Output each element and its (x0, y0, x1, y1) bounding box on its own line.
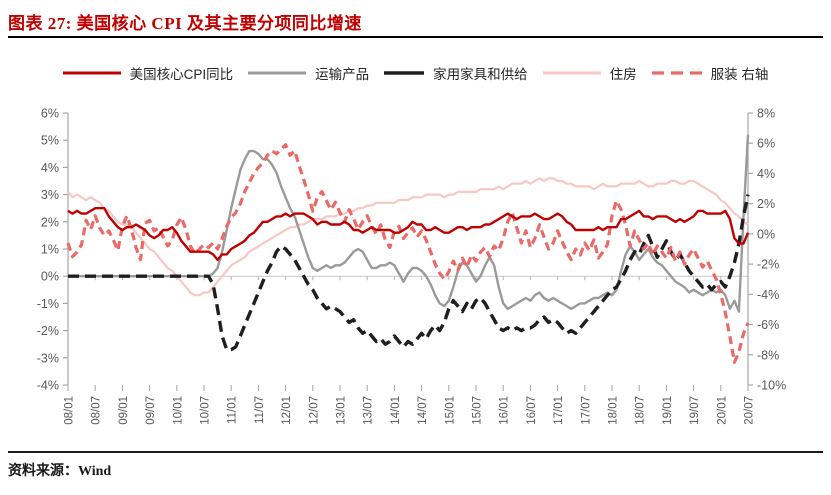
legend-item-3: 住房 (542, 63, 637, 83)
legend-label: 住房 (609, 67, 637, 82)
left-axis-tick-label: 0% (41, 270, 59, 284)
legend-item-0: 美国核心CPI同比 (62, 63, 234, 83)
legend-label: 运输产品 (315, 67, 370, 82)
data-source-note: 资料来源：Wind (8, 464, 112, 479)
legend-label: 美国核心CPI同比 (129, 67, 234, 82)
series-line-2 (68, 194, 750, 352)
right-axis-tick-label: -8% (757, 348, 779, 362)
right-axis-tick-label: 0% (757, 227, 775, 241)
x-axis-tick-label: 11/01 (227, 396, 239, 424)
x-axis-tick-label: 20/01 (716, 396, 728, 425)
x-axis-tick-label: 17/01 (553, 396, 565, 425)
x-axis-tick-label: 12/01 (281, 396, 293, 425)
left-axis-tick-label: 3% (41, 188, 59, 202)
page-title: 图表 27: 美国核心 CPI 及其主要分项同比增速 (8, 14, 362, 33)
x-axis-tick-label: 18/07 (635, 396, 647, 425)
right-axis-tick-label: -2% (757, 258, 779, 272)
x-axis-tick-label: 08/07 (91, 396, 103, 425)
footer-divider (8, 451, 823, 453)
right-axis-tick-label: -6% (757, 318, 779, 332)
legend-line-swatch (248, 71, 307, 75)
x-axis-tick-label: 16/01 (499, 396, 511, 425)
left-axis-tick-label: -3% (37, 351, 59, 365)
legend-label: 服装 右轴 (710, 67, 769, 82)
x-axis-tick-label: 13/01 (336, 396, 348, 425)
right-axis-tick-label: 4% (757, 167, 775, 181)
right-axis-tick-label: -4% (757, 288, 779, 302)
legend-item-1: 运输产品 (248, 63, 369, 83)
right-axis-tick-label: -10% (757, 379, 786, 393)
legend-line-swatch (62, 71, 121, 75)
left-axis-tick-label: 4% (41, 161, 59, 175)
x-axis-tick-label: 20/07 (744, 396, 756, 425)
x-axis-tick-label: 08/01 (64, 396, 76, 425)
x-axis-tick-label: 19/07 (689, 396, 701, 425)
left-axis-tick-label: -4% (37, 379, 59, 393)
series-line-4 (66, 143, 750, 364)
x-axis-tick-label: 14/01 (390, 396, 402, 425)
x-axis-tick-label: 15/07 (472, 396, 484, 425)
x-axis-tick-label: 17/07 (580, 396, 592, 425)
x-axis-tick-label: 11/07 (254, 396, 266, 424)
legend-line-swatch (542, 71, 601, 75)
x-axis-tick-label: 09/01 (118, 396, 130, 425)
right-axis-tick-label: 6% (757, 137, 775, 151)
left-axis-tick-label: -2% (37, 324, 59, 338)
left-axis-tick-label: 6% (41, 107, 59, 121)
x-axis-tick-label: 15/01 (444, 396, 456, 425)
left-axis-tick-label: -1% (37, 297, 59, 311)
series-line-0 (67, 207, 750, 262)
left-axis-tick-label: 5% (41, 134, 59, 148)
series-line-3 (67, 177, 749, 297)
legend-item-2: 家用家具和供给 (384, 63, 528, 83)
left-axis-tick-label: 2% (41, 215, 59, 229)
x-axis-tick-label: 19/01 (662, 396, 674, 425)
legend-line-swatch (384, 71, 425, 75)
right-axis-tick-label: 2% (757, 197, 775, 211)
chart-legend: 美国核心CPI同比 运输产品 家用家具和供给 住房 服装 右轴 (0, 63, 831, 83)
left-axis-tick-label: 1% (41, 243, 59, 257)
title-divider (8, 36, 823, 38)
right-axis-tick-label: 8% (757, 107, 775, 121)
x-axis-tick-label: 12/07 (308, 396, 320, 425)
x-axis-tick-label: 18/01 (608, 396, 620, 425)
x-axis-tick-label: 09/07 (145, 396, 157, 425)
x-axis-tick-label: 16/07 (526, 396, 538, 425)
legend-label: 家用家具和供给 (433, 67, 528, 82)
x-axis-tick-label: 10/01 (172, 396, 184, 425)
x-axis-tick-label: 10/07 (200, 396, 212, 425)
legend-line-swatch (651, 71, 702, 75)
x-axis-tick-label: 14/07 (417, 396, 429, 425)
legend-item-4: 服装 右轴 (651, 63, 769, 83)
series-line-1 (68, 134, 750, 313)
x-axis-tick-label: 13/07 (363, 396, 375, 425)
